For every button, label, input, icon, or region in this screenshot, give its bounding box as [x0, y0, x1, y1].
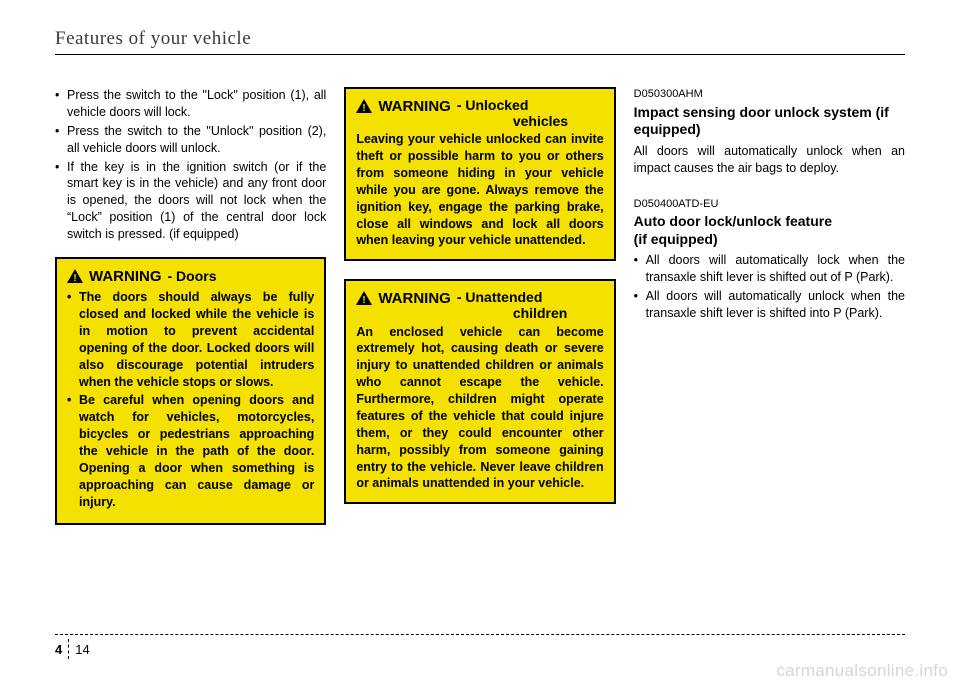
- warning-unlocked-body: Leaving your vehicle unlocked can invite…: [356, 131, 603, 249]
- warning-doors-item-1: The doors should always be fully closed …: [67, 289, 314, 390]
- section2-bullet-2: All doors will automatically unlock when…: [634, 288, 905, 322]
- warning-doors: ! WARNING - Doors The doors should alway…: [55, 257, 326, 525]
- svg-text:!: !: [73, 273, 76, 283]
- footer-pages: 4 14: [55, 639, 905, 659]
- page-header: Features of your vehicle: [55, 28, 905, 55]
- warning-doors-body: The doors should always be fully closed …: [67, 289, 314, 510]
- column-1: Press the switch to the "Lock" position …: [55, 87, 326, 525]
- warning-unlocked-header: ! WARNING - Unlocked vehicles: [356, 97, 603, 129]
- warning-unlocked-sub2: vehicles: [457, 113, 568, 129]
- footer-rule: [55, 634, 905, 635]
- col1-bullet-1: Press the switch to the "Lock" position …: [55, 87, 326, 121]
- section1-body: All doors will automatically unlock when…: [634, 143, 905, 177]
- warning-unlocked-sub1: - Unlocked: [457, 97, 568, 113]
- warning-children-sub2: children: [457, 305, 567, 321]
- footer-separator: [68, 639, 69, 659]
- section2-code: D050400ATD-EU: [634, 197, 905, 212]
- header-rule: [55, 54, 905, 55]
- footer-chapter: 4: [55, 642, 62, 657]
- section1-title: Impact sensing door unlock system (if eq…: [634, 104, 905, 139]
- section2-title: Auto door lock/unlock feature (if equipp…: [634, 213, 905, 248]
- page-footer: 4 14: [55, 634, 905, 659]
- section2-title-line1: Auto door lock/unlock feature: [634, 213, 832, 229]
- warning-unlocked: ! WARNING - Unlocked vehicles Leaving yo…: [344, 87, 615, 261]
- warning-doors-label: WARNING: [89, 267, 162, 287]
- col1-bullets: Press the switch to the "Lock" position …: [55, 87, 326, 243]
- header-title: Features of your vehicle: [55, 28, 905, 54]
- warning-doors-header: ! WARNING - Doors: [67, 267, 314, 287]
- warning-unlocked-label: WARNING: [378, 97, 451, 117]
- warning-children: ! WARNING - Unattended children An enclo…: [344, 279, 615, 504]
- warning-children-label: WARNING: [378, 289, 451, 309]
- section1-code: D050300AHM: [634, 87, 905, 102]
- section2-bullets: All doors will automatically lock when t…: [634, 252, 905, 322]
- warning-triangle-icon: !: [356, 99, 372, 113]
- warning-children-sub1: - Unattended: [457, 289, 567, 305]
- col1-bullet-3: If the key is in the ignition switch (or…: [55, 159, 326, 243]
- footer-page: 14: [75, 642, 89, 657]
- column-2: ! WARNING - Unlocked vehicles Leaving yo…: [344, 87, 615, 525]
- content-columns: Press the switch to the "Lock" position …: [55, 87, 905, 525]
- warning-children-body: An enclosed vehicle can become extremely…: [356, 324, 603, 493]
- svg-text:!: !: [363, 295, 366, 305]
- svg-text:!: !: [363, 103, 366, 113]
- column-3: D050300AHM Impact sensing door unlock sy…: [634, 87, 905, 525]
- col1-bullet-2: Press the switch to the "Unlock" positio…: [55, 123, 326, 157]
- warning-triangle-icon: !: [67, 269, 83, 283]
- watermark: carmanualsonline.info: [776, 661, 948, 681]
- warning-doors-item-2: Be careful when opening doors and watch …: [67, 392, 314, 510]
- section2-title-line2: (if equipped): [634, 231, 718, 247]
- warning-doors-sub: - Doors: [168, 267, 217, 286]
- warning-children-header: ! WARNING - Unattended children: [356, 289, 603, 321]
- section2-bullet-1: All doors will automatically lock when t…: [634, 252, 905, 286]
- warning-triangle-icon: !: [356, 291, 372, 305]
